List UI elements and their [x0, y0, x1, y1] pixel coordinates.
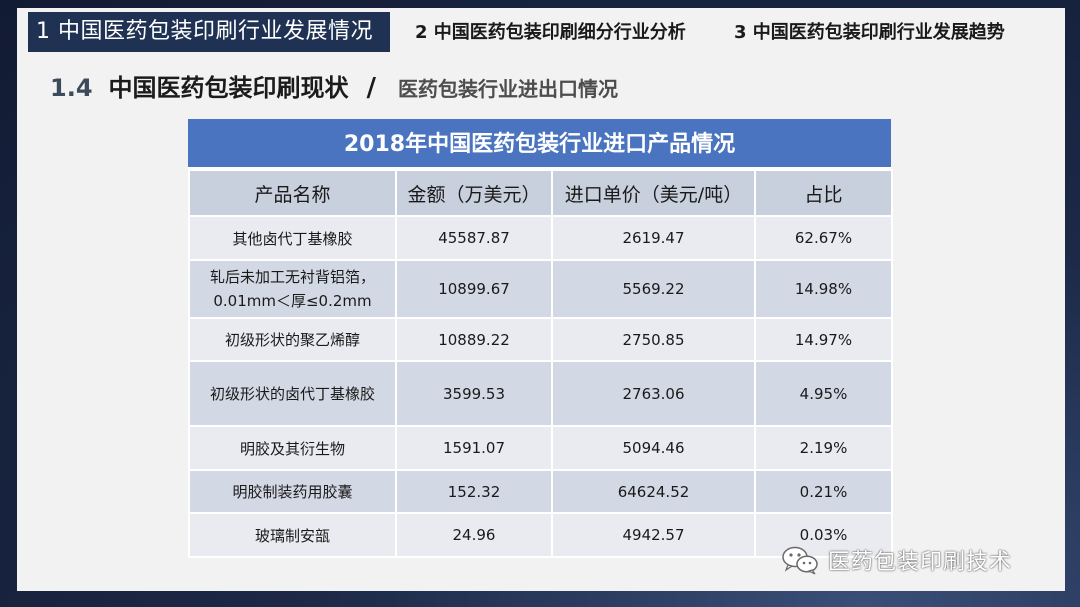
cell-share: 0.21% [754, 469, 893, 514]
watermark-text: 医药包装印刷技术 [828, 550, 1013, 575]
watermark: 医药包装印刷技术 [780, 544, 1012, 576]
cell-product-name: 明胶及其衍生物 [188, 425, 397, 471]
section-separator: / [366, 73, 377, 103]
section-subtitle: 医药包装行业进出口情况 [398, 77, 619, 101]
cell-amount: 10899.67 [395, 259, 553, 319]
cell-share: 0.03% [754, 512, 893, 558]
table-header-row: 产品名称 金额（万美元） 进口单价（美元/吨） 占比 [188, 169, 893, 217]
cell-product-name: 初级形状的卤代丁基橡胶 [188, 360, 397, 427]
cell-amount: 1591.07 [395, 425, 553, 471]
cell-product-name: 其他卤代丁基橡胶 [188, 215, 397, 261]
section-heading: 1.4 中国医药包装印刷现状 / 医药包装行业进出口情况 [50, 68, 618, 106]
cell-amount: 45587.87 [395, 215, 553, 261]
header-unit-price: 进口单价（美元/吨） [551, 169, 756, 217]
wechat-icon [780, 545, 820, 575]
cell-share: 4.95% [754, 360, 893, 427]
header-share: 占比 [754, 169, 893, 217]
nav-tab-segment-analysis[interactable]: 2 中国医药包装印刷细分行业分析 [415, 22, 686, 43]
table-row: 明胶制装药用胶囊 152.32 64624.52 0.21% [188, 469, 893, 514]
cell-share: 14.98% [754, 259, 893, 319]
cell-share: 14.97% [754, 317, 893, 362]
cell-product-name: 明胶制装药用胶囊 [188, 469, 397, 514]
cell-product-name-line2: 0.01mm＜厚≤0.2mm [213, 292, 372, 310]
table-row: 初级形状的卤代丁基橡胶 3599.53 2763.06 4.95% [188, 360, 893, 427]
cell-unit-price: 5569.22 [551, 259, 756, 319]
cell-amount: 152.32 [395, 469, 553, 514]
header-product-name: 产品名称 [188, 169, 397, 217]
cell-product-name: 初级形状的聚乙烯醇 [188, 317, 397, 362]
cell-unit-price: 2619.47 [551, 215, 756, 261]
table-row: 初级形状的聚乙烯醇 10889.22 2750.85 14.97% [188, 317, 893, 362]
cell-product-name: 轧后未加工无衬背铝箔， 0.01mm＜厚≤0.2mm [188, 259, 397, 319]
nav-tab-trends[interactable]: 3 中国医药包装印刷行业发展趋势 [734, 22, 1005, 43]
cell-amount: 24.96 [395, 512, 553, 558]
header-amount: 金额（万美元） [395, 169, 553, 217]
table-row: 轧后未加工无衬背铝箔， 0.01mm＜厚≤0.2mm 10899.67 5569… [188, 259, 893, 319]
cell-unit-price: 64624.52 [551, 469, 756, 514]
cell-product-name: 玻璃制安瓿 [188, 512, 397, 558]
section-number: 1.4 [50, 74, 93, 102]
nav-tab-development[interactable]: 1 中国医药包装印刷行业发展情况 [28, 12, 390, 52]
cell-unit-price: 2763.06 [551, 360, 756, 427]
table-row: 明胶及其衍生物 1591.07 5094.46 2.19% [188, 425, 893, 471]
cell-amount: 3599.53 [395, 360, 553, 427]
table-row: 玻璃制安瓿 24.96 4942.57 0.03% [188, 512, 893, 558]
cell-amount: 10889.22 [395, 317, 553, 362]
cell-unit-price: 2750.85 [551, 317, 756, 362]
cell-share: 2.19% [754, 425, 893, 471]
section-title: 中国医药包装印刷现状 [108, 74, 349, 102]
cell-share: 62.67% [754, 215, 893, 261]
cell-unit-price: 4942.57 [551, 512, 756, 558]
import-table: 2018年中国医药包装行业进口产品情况 产品名称 金额（万美元） 进口单价（美元… [188, 119, 893, 558]
table-caption: 2018年中国医药包装行业进口产品情况 [188, 119, 891, 169]
cell-product-name-line1: 轧后未加工无衬背铝箔， [209, 268, 375, 286]
table-row: 其他卤代丁基橡胶 45587.87 2619.47 62.67% [188, 215, 893, 261]
cell-unit-price: 5094.46 [551, 425, 756, 471]
